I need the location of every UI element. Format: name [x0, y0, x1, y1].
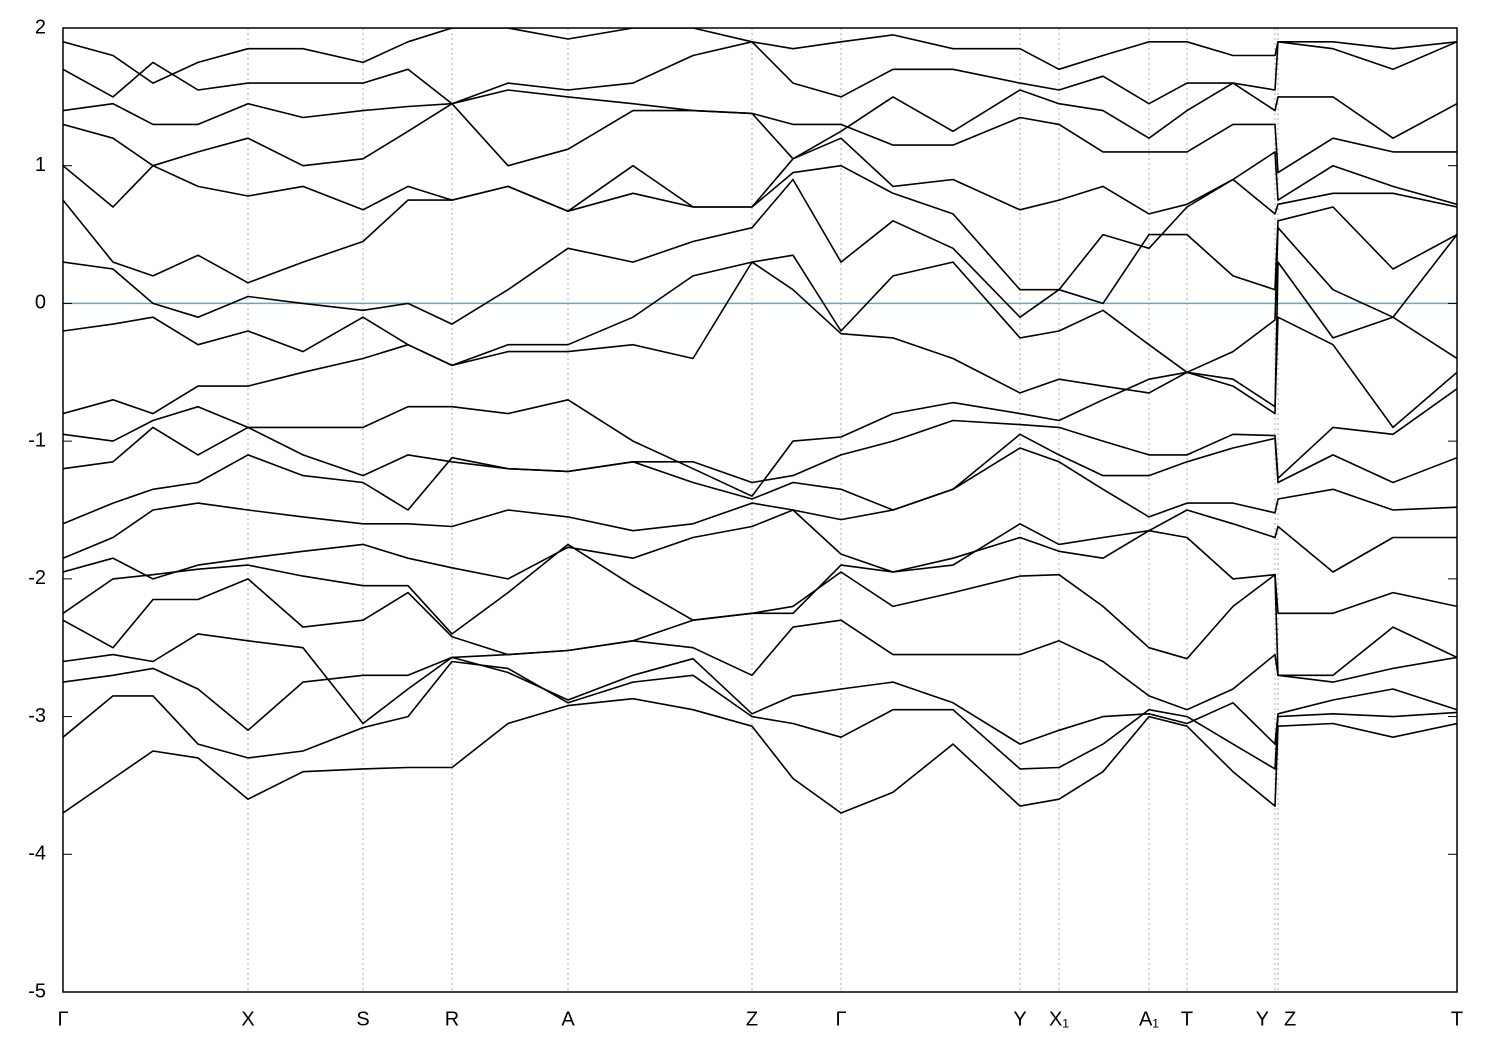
x-tick-label: R: [445, 1008, 459, 1030]
band-line: [63, 28, 1457, 84]
x-tick-label: Y: [1013, 1008, 1026, 1030]
band-line: [63, 660, 1457, 770]
x-tick-label: Y: [1256, 1008, 1269, 1030]
band-line: [63, 433, 1457, 525]
x-tick-label: Z: [1284, 1008, 1296, 1030]
band-line: [63, 571, 1457, 677]
x-tick-label: Γ: [835, 1008, 846, 1030]
grid: [62, 28, 1458, 992]
y-tick-label: 0: [35, 292, 46, 314]
y-tick-label: 2: [35, 16, 46, 38]
band-line: [63, 164, 1457, 291]
x-tick-label: T: [1451, 1008, 1463, 1030]
band-line: [63, 697, 1457, 814]
x-tick-label: A: [561, 1008, 575, 1030]
y-tick-label: 1: [35, 154, 46, 176]
band-line: [63, 102, 1457, 174]
x-tick-label: Γ: [57, 1008, 68, 1030]
band-line: [63, 388, 1457, 484]
band-line: [63, 261, 1457, 415]
x-tick-label: Z: [746, 1008, 758, 1030]
band-line: [63, 82, 1457, 160]
y-tick-label: -3: [28, 705, 46, 727]
band-line: [63, 529, 1457, 635]
x-tick-label: X₁: [1049, 1008, 1069, 1030]
band-line: [63, 447, 1457, 559]
band-line: [63, 226, 1457, 374]
band-line: [63, 619, 1457, 725]
y-tick-label: -1: [28, 429, 46, 451]
band-line: [63, 656, 1457, 745]
y-tick-label: -4: [28, 843, 46, 865]
band-line: [63, 509, 1457, 580]
x-tick-label: X: [241, 1008, 254, 1030]
band-line: [63, 316, 1457, 497]
bands: [63, 28, 1457, 814]
y-tick-label: -5: [28, 980, 46, 1002]
band-line: [63, 178, 1457, 325]
x-tick-label: S: [356, 1008, 369, 1030]
plot-frame: [62, 27, 1458, 993]
band-line: [63, 41, 1457, 105]
y-tick-label: -2: [28, 567, 46, 589]
x-tick-label: A₁: [1139, 1008, 1159, 1030]
x-tick-label: T: [1181, 1008, 1193, 1030]
